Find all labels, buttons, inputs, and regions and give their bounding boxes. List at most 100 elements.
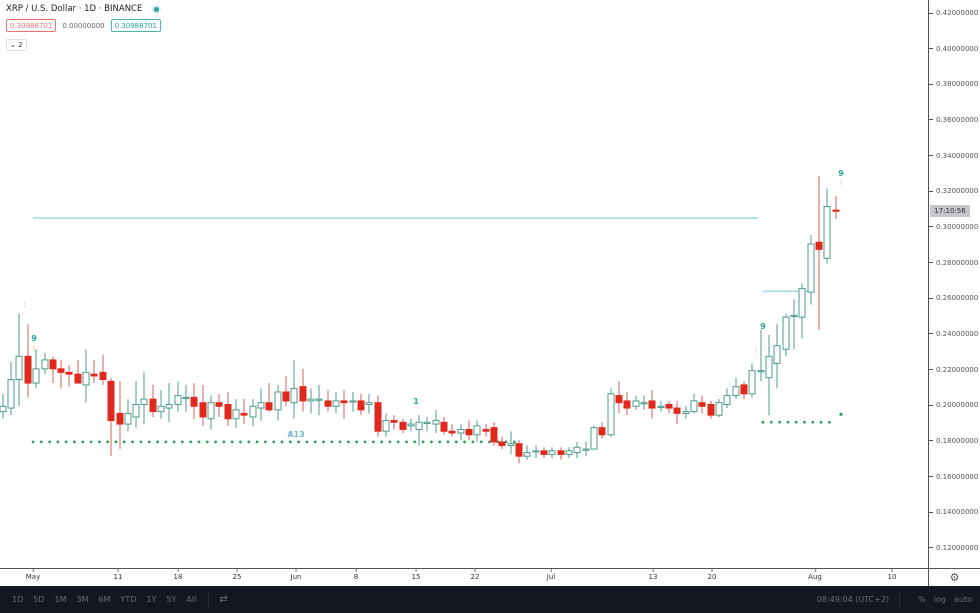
candle-up	[723, 395, 731, 405]
support-dot	[488, 440, 491, 444]
support-dot	[371, 440, 375, 444]
candle-up	[332, 400, 340, 407]
time-tick-label: 13	[648, 569, 658, 581]
range-button-3m[interactable]: 3M	[76, 595, 89, 604]
range-button-all[interactable]: All	[186, 595, 197, 604]
candle-down	[65, 371, 73, 375]
candle-down	[340, 400, 348, 404]
log-scale-toggle[interactable]: log	[933, 595, 946, 604]
support-dot	[363, 440, 367, 444]
support-dot	[230, 440, 234, 444]
support-dot	[98, 440, 101, 444]
candle-down	[90, 373, 98, 377]
candle-up	[290, 387, 298, 404]
time-tick-label: Jul	[546, 569, 556, 581]
support-dot	[280, 440, 284, 444]
candle-down	[482, 428, 490, 432]
candle-up	[382, 420, 390, 432]
candle-down	[240, 412, 248, 416]
support-dot	[761, 420, 765, 424]
price-tick-label: 0.12000000	[929, 544, 980, 552]
time-tick-label: 11	[113, 569, 123, 581]
support-dot	[438, 440, 442, 444]
support-dot	[64, 440, 68, 444]
range-button-1d[interactable]: 1D	[12, 595, 24, 604]
buy-price-button[interactable]: 0.30988701	[110, 19, 161, 32]
candle-up	[657, 405, 665, 408]
candle-down	[465, 428, 473, 436]
price-axis[interactable]: 0.42000000 0.40000000 0.38000000 0.36000000…	[928, 0, 980, 568]
candle-up	[523, 452, 531, 457]
candle-up	[473, 425, 481, 436]
candle-down	[448, 430, 456, 434]
price-tick-label: 0.18000000	[929, 437, 980, 445]
auto-scale-toggle[interactable]: auto	[953, 595, 972, 604]
bar-countdown-label: 17:10:56	[930, 205, 970, 217]
support-dot	[181, 440, 184, 444]
chart-settings-button[interactable]: ⚙	[928, 568, 980, 586]
time-tick-label: Jun	[290, 569, 302, 581]
candle-down	[265, 402, 273, 411]
candle-up	[565, 450, 573, 455]
candle-down	[299, 386, 307, 402]
support-dot	[338, 440, 342, 444]
chevron-down-icon: ⌄	[10, 41, 16, 49]
indicators-count: 2	[18, 41, 23, 49]
sell-price-button[interactable]: 0.30988701	[6, 19, 57, 32]
support-dot	[297, 440, 300, 444]
bottom-toolbar: 1D 5D 1M 3M 6M YTD 1Y 5Y All ⇄ 08:49:04 (UTC+2) …	[0, 586, 980, 613]
candle-up	[690, 400, 698, 413]
td-marker: ¦	[24, 301, 26, 308]
range-button-ytd[interactable]: YTD	[120, 595, 137, 604]
symbol-title-row[interactable]: XRP / U.S. Dollar · 1D · BINANCE	[6, 4, 161, 14]
bottom-right-controls: 08:49:04 (UTC+2) % log auto	[817, 586, 972, 613]
time-tick-label: Aug	[808, 569, 822, 581]
range-button-5d[interactable]: 5D	[33, 595, 45, 604]
support-dot	[81, 440, 85, 444]
candle-up	[41, 359, 49, 370]
price-tick-label: 0.22000000	[929, 366, 980, 374]
candle-up	[274, 391, 282, 411]
candle-down	[648, 400, 656, 409]
support-dot	[239, 440, 242, 444]
support-dot	[255, 440, 259, 444]
range-button-1y[interactable]: 1Y	[146, 595, 157, 604]
support-dot	[39, 440, 43, 444]
candle-up	[307, 398, 315, 402]
support-dot	[454, 440, 458, 444]
support-dot	[786, 420, 790, 424]
candle-up	[590, 427, 598, 450]
candle-down	[498, 441, 506, 446]
symbol-title[interactable]: XRP / U.S. Dollar · 1D · BINANCE	[6, 4, 143, 14]
price-tick-label: 0.14000000	[929, 508, 980, 516]
range-button-1m[interactable]: 1M	[54, 595, 67, 604]
time-axis[interactable]: May 11 18 25 Jun 8 15 22 Jul 13 20 Aug 10	[0, 568, 928, 586]
date-range-icon[interactable]: ⇄	[219, 594, 228, 605]
chart-pane[interactable]: 9 ¦ ¦ 1 A13 9 ¦ 9 ¦ XRP / U.S. Dollar · 1D · BIN…	[0, 0, 928, 568]
toolbar-divider	[899, 592, 901, 607]
support-dot	[778, 420, 781, 424]
clock-timezone[interactable]: 08:49:04 (UTC+2)	[816, 595, 890, 604]
candle-up	[182, 396, 190, 400]
candle-up	[682, 411, 690, 414]
indicators-toggle-button[interactable]: ⌄ 2	[6, 39, 27, 51]
bid-ask-values: 0.30988701 0.00000000 0.30988701	[6, 19, 161, 32]
candle-up	[457, 428, 465, 434]
candle-down	[515, 443, 523, 457]
candle-down	[357, 400, 365, 411]
toolbar-divider	[208, 592, 210, 607]
support-dot	[355, 440, 359, 444]
support-dot	[172, 440, 176, 444]
price-tick-label: 0.30000000	[929, 223, 980, 231]
candle-down	[190, 396, 198, 407]
candle-up	[15, 355, 23, 381]
support-dot	[205, 440, 209, 444]
range-button-6m[interactable]: 6M	[98, 595, 111, 604]
candle-down	[698, 402, 706, 407]
percent-scale-toggle[interactable]: %	[918, 595, 926, 604]
support-dot	[430, 440, 433, 444]
candle-up	[807, 243, 815, 293]
range-button-5y[interactable]: 5Y	[166, 595, 177, 604]
